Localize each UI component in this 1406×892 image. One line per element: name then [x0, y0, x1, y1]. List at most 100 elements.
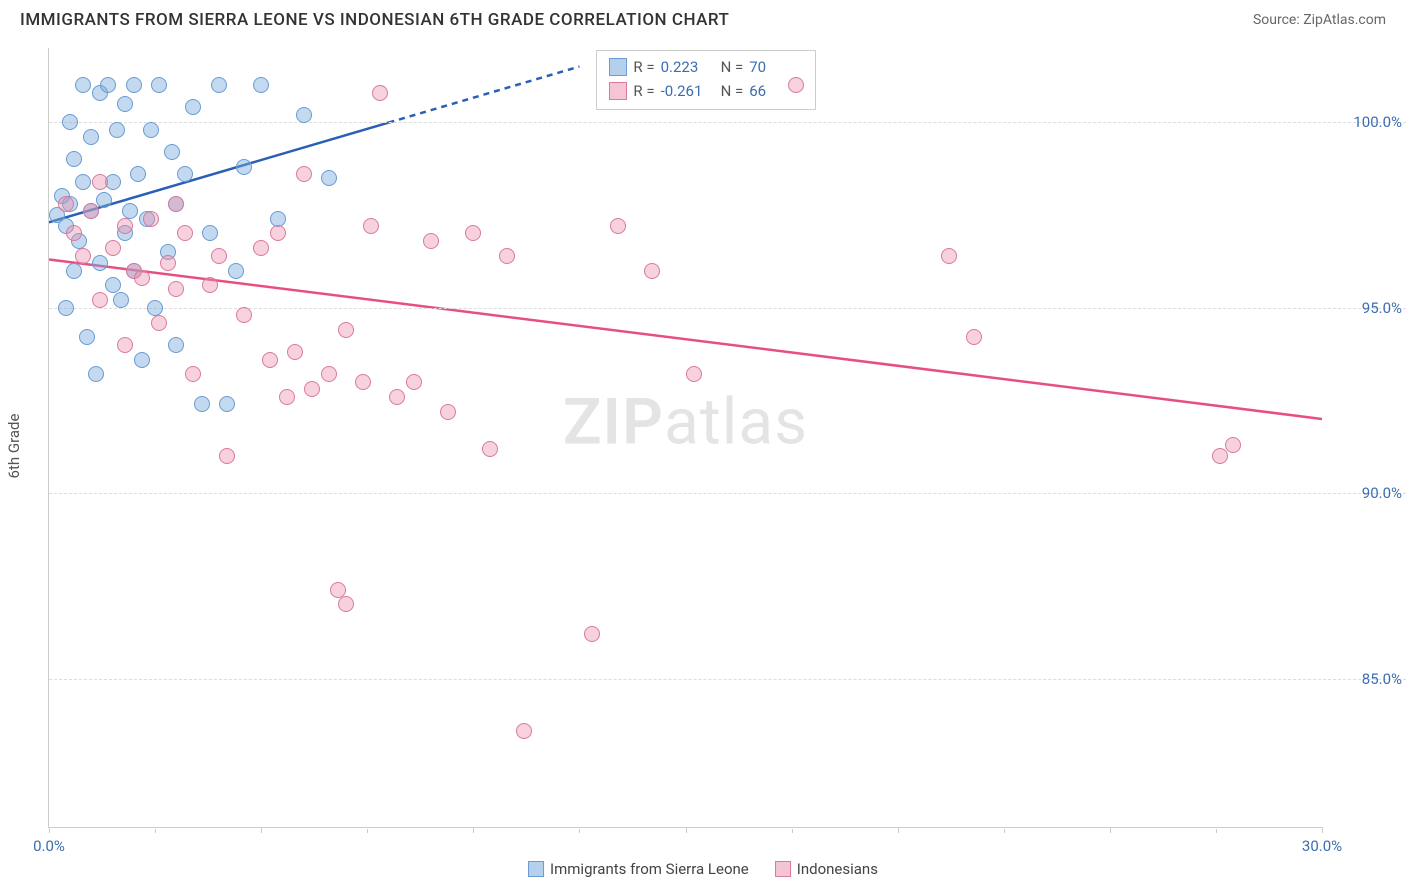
legend-label: Immigrants from Sierra Leone: [550, 860, 749, 878]
data-point: [177, 166, 193, 182]
data-point: [134, 352, 150, 368]
watermark: ZIPatlas: [563, 384, 808, 459]
data-point: [372, 85, 388, 101]
data-point: [151, 315, 167, 331]
data-point: [117, 337, 133, 353]
xtick-mark: [261, 827, 262, 833]
data-point: [966, 329, 982, 345]
data-point: [92, 292, 108, 308]
xtick-minor: [1004, 829, 1005, 833]
gridline-h: [49, 308, 1406, 309]
gridline-h: [49, 679, 1406, 680]
data-point: [83, 129, 99, 145]
data-point: [147, 300, 163, 316]
corr-r-value: 0.223: [661, 55, 715, 79]
data-point: [482, 441, 498, 457]
y-axis-label: 6th Grade: [5, 414, 23, 479]
data-point: [100, 77, 116, 93]
watermark-atlas: atlas: [664, 384, 808, 459]
correlation-legend: R =0.223N =70R =-0.261N =66: [596, 50, 816, 110]
data-point: [253, 240, 269, 256]
data-point: [194, 396, 210, 412]
corr-r-label: R =: [633, 79, 654, 103]
data-point: [219, 396, 235, 412]
data-point: [465, 225, 481, 241]
data-point: [440, 404, 456, 420]
data-point: [66, 225, 82, 241]
data-point: [88, 366, 104, 382]
source-name: ZipAtlas.com: [1303, 12, 1386, 28]
data-point: [1212, 448, 1228, 464]
data-point: [338, 596, 354, 612]
ytick-label: 85.0%: [1332, 670, 1402, 688]
data-point: [406, 374, 422, 390]
data-point: [168, 196, 184, 212]
data-point: [644, 263, 660, 279]
data-point: [262, 352, 278, 368]
chart-title: IMMIGRANTS FROM SIERRA LEONE VS INDONESI…: [20, 10, 729, 30]
data-point: [236, 159, 252, 175]
data-point: [105, 240, 121, 256]
chart-header: IMMIGRANTS FROM SIERRA LEONE VS INDONESI…: [0, 0, 1406, 36]
data-point: [66, 263, 82, 279]
data-point: [584, 626, 600, 642]
data-point: [92, 255, 108, 271]
data-point: [168, 281, 184, 297]
source-prefix: Source:: [1253, 12, 1303, 28]
data-point: [219, 448, 235, 464]
xtick-mark: [1110, 827, 1111, 833]
data-point: [211, 248, 227, 264]
data-point: [75, 77, 91, 93]
data-point: [58, 300, 74, 316]
legend-bottom: Immigrants from Sierra Leone Indonesians: [528, 860, 878, 878]
data-point: [168, 337, 184, 353]
data-point: [105, 277, 121, 293]
data-point: [130, 166, 146, 182]
legend-swatch: [528, 861, 544, 877]
data-point: [211, 77, 227, 93]
data-point: [185, 366, 201, 382]
data-point: [296, 107, 312, 123]
data-point: [321, 170, 337, 186]
xtick-mark: [1322, 827, 1323, 833]
data-point: [62, 114, 78, 130]
data-point: [75, 248, 91, 264]
corr-n-value: 70: [749, 55, 803, 79]
xtick-minor: [1216, 829, 1217, 833]
ytick-label: 90.0%: [1332, 484, 1402, 502]
legend-swatch: [775, 861, 791, 877]
data-point: [228, 263, 244, 279]
corr-row: R =0.223N =70: [609, 55, 803, 79]
data-point: [185, 99, 201, 115]
data-point: [122, 203, 138, 219]
data-point: [58, 196, 74, 212]
gridline-h: [49, 493, 1406, 494]
data-point: [279, 389, 295, 405]
corr-n-label: N =: [721, 79, 744, 103]
data-point: [321, 366, 337, 382]
data-point: [499, 248, 515, 264]
xtick-mark: [49, 827, 50, 833]
data-point: [355, 374, 371, 390]
data-point: [941, 248, 957, 264]
data-point: [96, 192, 112, 208]
data-point: [143, 211, 159, 227]
data-point: [92, 174, 108, 190]
data-point: [75, 174, 91, 190]
corr-swatch: [609, 58, 627, 76]
data-point: [516, 723, 532, 739]
data-point: [423, 233, 439, 249]
data-point: [113, 292, 129, 308]
gridline-h: [49, 122, 1406, 123]
data-point: [117, 218, 133, 234]
data-point: [83, 203, 99, 219]
legend-label: Indonesians: [797, 860, 878, 878]
data-point: [304, 381, 320, 397]
xtick-label: 30.0%: [1302, 837, 1342, 855]
ytick-label: 95.0%: [1332, 299, 1402, 317]
corr-row: R =-0.261N =66: [609, 79, 803, 103]
corr-r-value: -0.261: [661, 79, 715, 103]
watermark-zip: ZIP: [563, 384, 664, 459]
data-point: [338, 322, 354, 338]
data-point: [330, 582, 346, 598]
